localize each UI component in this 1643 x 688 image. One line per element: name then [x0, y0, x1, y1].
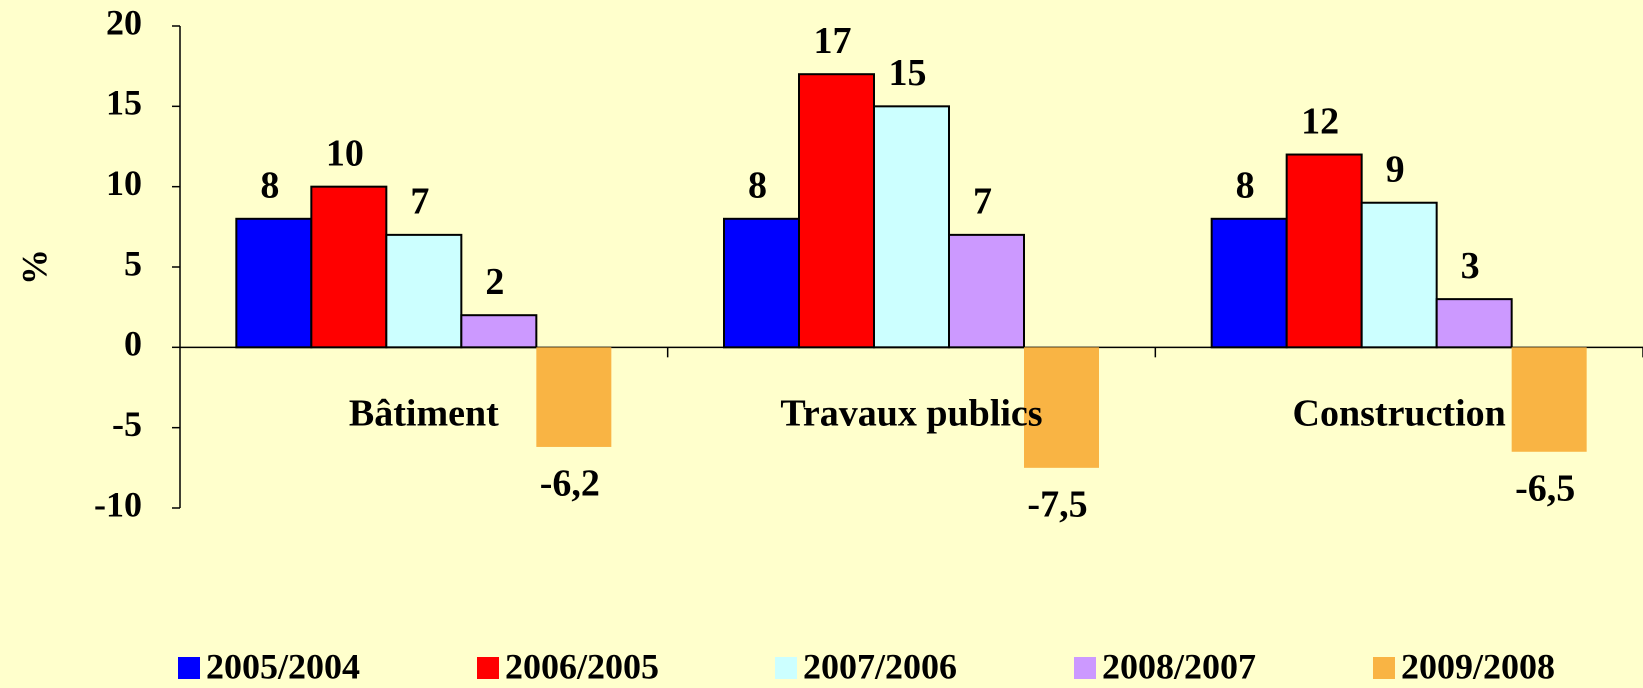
legend-label: 2006/2005 — [505, 646, 659, 686]
bar — [536, 347, 612, 447]
value-label: 8 — [1236, 165, 1255, 207]
legend-swatch — [1373, 657, 1395, 679]
x-tick-label: Travaux publics — [780, 393, 1042, 435]
value-label: 9 — [1386, 148, 1405, 190]
bar — [235, 217, 313, 349]
y-tick-label: -5 — [112, 404, 142, 444]
bar — [460, 314, 538, 349]
bar — [1511, 347, 1587, 452]
bar — [873, 105, 950, 349]
bar — [948, 233, 1025, 349]
legend-swatch — [775, 657, 797, 679]
y-tick-label: 15 — [106, 83, 142, 123]
bar — [1210, 217, 1288, 349]
value-label: -6,5 — [1515, 467, 1575, 509]
bar — [1360, 201, 1438, 349]
x-tick-label: Construction — [1293, 393, 1506, 435]
bar — [1285, 153, 1363, 349]
bar — [1435, 298, 1513, 349]
bar — [385, 233, 463, 349]
y-tick-label: 5 — [124, 243, 142, 283]
value-label: 2 — [485, 261, 504, 303]
value-label: -6,2 — [540, 463, 600, 505]
y-axis-label: % — [14, 249, 54, 285]
legend-label: 2005/2004 — [206, 646, 360, 686]
value-label: -7,5 — [1027, 484, 1087, 526]
legend-label: 2007/2006 — [803, 646, 957, 686]
bar — [310, 185, 388, 349]
y-tick-label: 10 — [106, 163, 142, 203]
bar — [798, 73, 875, 349]
legend-swatch — [477, 657, 499, 679]
value-label: 8 — [260, 165, 279, 207]
value-label: 7 — [410, 181, 429, 223]
legend-label: 2008/2007 — [1102, 646, 1256, 686]
bar — [723, 217, 800, 349]
value-label: 17 — [814, 20, 852, 62]
legend-label: 2009/2008 — [1401, 646, 1555, 686]
y-tick-label: 0 — [124, 324, 142, 364]
y-tick-label: 20 — [106, 2, 142, 42]
y-tick-label: -10 — [94, 484, 142, 524]
value-label: 12 — [1301, 100, 1339, 142]
value-label: 8 — [748, 165, 767, 207]
value-label: 3 — [1461, 245, 1480, 287]
value-label: 15 — [889, 52, 927, 94]
legend-swatch — [1074, 657, 1096, 679]
legend-swatch — [178, 657, 200, 679]
value-label: 10 — [326, 132, 364, 174]
x-tick-label: Bâtiment — [349, 393, 499, 435]
bar — [1024, 347, 1099, 468]
value-label: 7 — [973, 181, 992, 223]
